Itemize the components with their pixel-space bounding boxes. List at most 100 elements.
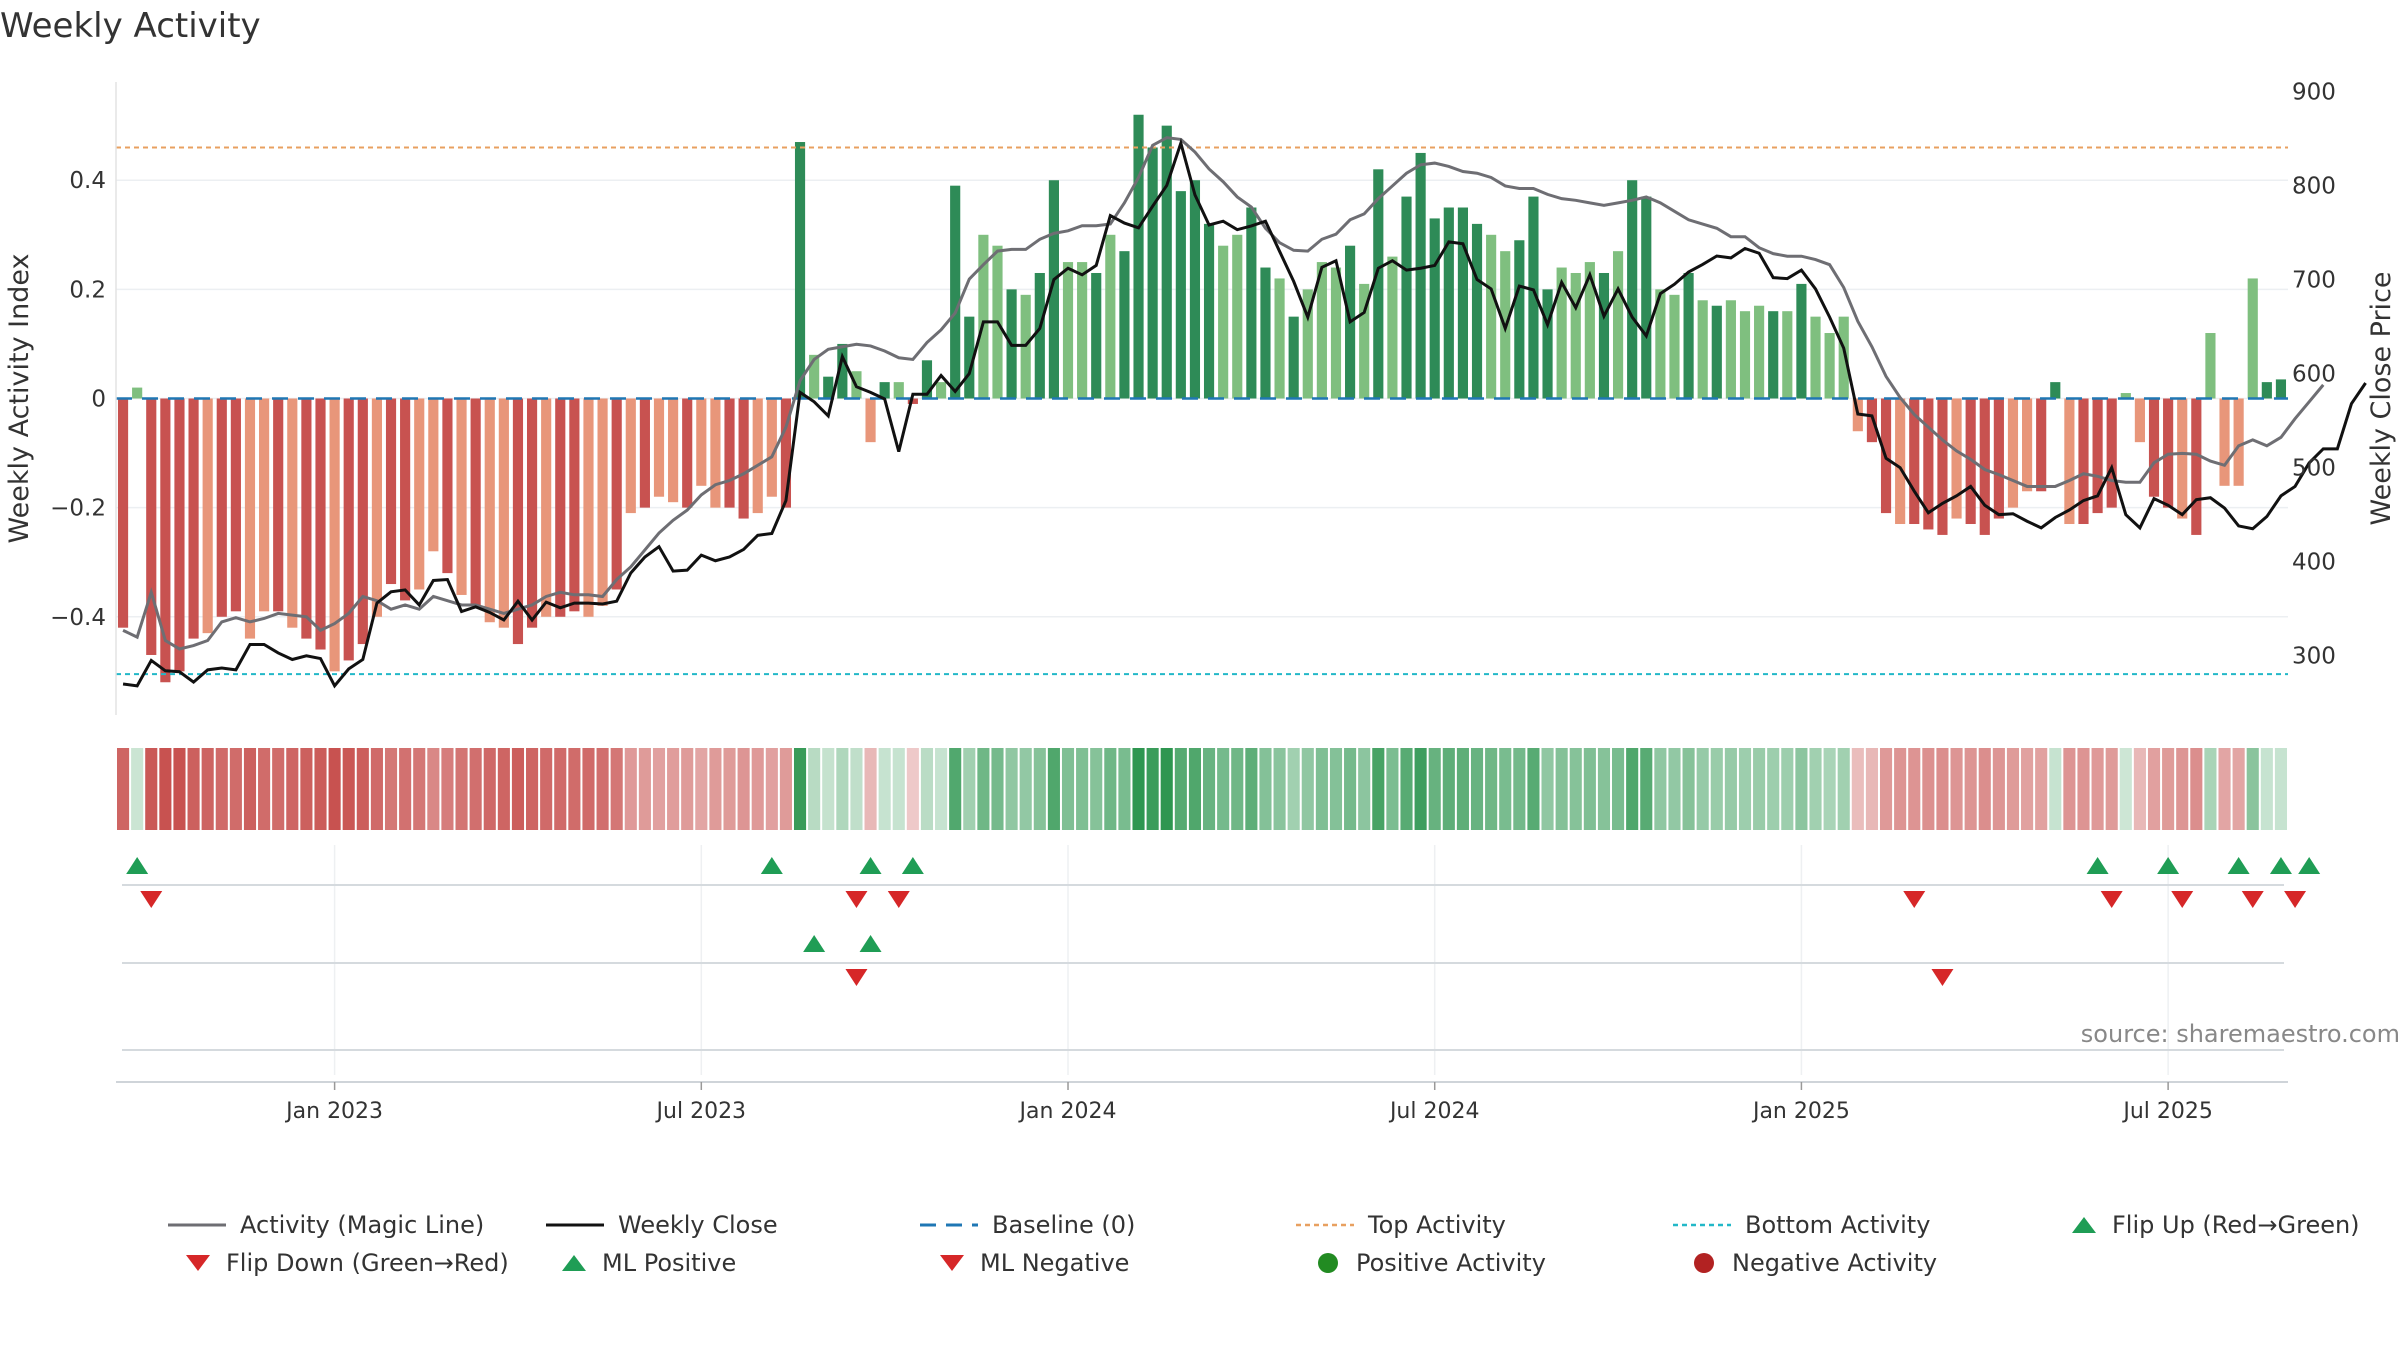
activity-bar <box>188 398 199 639</box>
heat-cell <box>384 748 398 830</box>
circle-icon <box>1694 1253 1714 1273</box>
activity-bar <box>1993 398 2004 519</box>
flip-down-marker <box>845 969 868 986</box>
heat-cell <box>455 748 468 830</box>
activity-bar <box>1486 234 1497 399</box>
y2-tick-label: 500 <box>2292 456 2336 482</box>
activity-bar <box>936 382 947 399</box>
activity-bar <box>2177 398 2188 519</box>
activity-bar <box>625 398 636 514</box>
activity-bar <box>442 398 453 574</box>
activity-bar <box>1514 240 1525 399</box>
activity-bar <box>1937 398 1948 535</box>
activity-bar <box>809 354 820 399</box>
activity-bar <box>301 398 312 639</box>
y-tick-label: 0.2 <box>69 277 106 303</box>
activity-bar <box>682 398 693 508</box>
activity-bar <box>879 382 890 399</box>
heat-cell <box>300 748 313 830</box>
heat-cell <box>441 748 454 830</box>
activity-bar <box>2233 398 2244 486</box>
legend-label: Baseline (0) <box>992 1211 1136 1239</box>
activity-bar <box>230 398 241 612</box>
heat-cell <box>526 748 539 830</box>
activity-bar <box>2022 398 2033 492</box>
heat-cell <box>2133 748 2146 830</box>
x-tick-label: Jan 2023 <box>284 1099 383 1124</box>
heat-cell <box>1372 748 1385 830</box>
activity-bar <box>1965 398 1976 525</box>
activity-bar <box>1302 289 1313 399</box>
heat-cell <box>2006 748 2020 830</box>
activity-bar <box>1471 223 1483 399</box>
heat-cell <box>1005 748 1018 830</box>
activity-bar <box>1232 234 1243 399</box>
activity-bar <box>1062 262 1074 399</box>
flip-up-marker <box>2298 857 2321 874</box>
activity-bar <box>597 398 608 606</box>
flip-down-marker <box>2241 891 2264 908</box>
activity-bar <box>1528 196 1539 399</box>
heat-cell <box>1555 748 1568 830</box>
heat-cell <box>610 748 623 830</box>
activity-bar <box>1175 191 1186 399</box>
heat-cell <box>2218 748 2231 830</box>
heat-cell <box>1541 748 1554 830</box>
activity-bar <box>117 398 129 628</box>
activity-bar <box>780 398 792 508</box>
heat-cell <box>1851 748 1864 830</box>
y-tick-label: 0 <box>91 387 106 413</box>
legend-label: Negative Activity <box>1732 1249 1938 1277</box>
heat-cell <box>836 748 849 830</box>
legend-label: ML Positive <box>602 1249 737 1277</box>
heat-cell <box>1273 748 1286 830</box>
activity-bar <box>2106 398 2117 508</box>
activity-bar <box>160 398 171 683</box>
activity-bar <box>639 398 650 508</box>
heat-cell <box>1809 748 1822 830</box>
heat-cell <box>1865 748 1878 830</box>
heat-cell <box>1033 748 1046 830</box>
activity-bar <box>1189 180 1201 399</box>
activity-bar <box>907 398 918 404</box>
activity-bar <box>837 343 848 399</box>
activity-bar <box>865 398 876 443</box>
heat-cell <box>765 748 778 830</box>
flip-down-marker <box>2171 891 2194 908</box>
heat-cell <box>1132 748 1145 830</box>
triangle-down-icon <box>940 1255 964 1271</box>
flip-down-marker <box>2284 891 2307 908</box>
heat-cell <box>1682 748 1695 830</box>
y2-tick-label: 600 <box>2292 362 2336 388</box>
activity-bar <box>329 398 340 672</box>
activity-bar <box>174 398 185 672</box>
flip-down-marker <box>1931 969 1954 986</box>
heat-cell <box>1485 748 1498 830</box>
heat-cell <box>1499 748 1512 830</box>
activity-bar <box>1655 289 1666 399</box>
legend-item-ml-negative: ML Negative <box>938 1243 1129 1283</box>
heat-cell <box>215 748 228 830</box>
series-lines <box>122 136 2367 689</box>
activity-bar <box>2205 333 2216 399</box>
heat-cell <box>483 748 496 830</box>
heat-cell <box>1019 748 1032 830</box>
heat-cell <box>1724 748 1737 830</box>
activity-bar <box>2120 393 2131 399</box>
activity-bar <box>1359 283 1370 399</box>
flip-up-marker <box>859 857 882 874</box>
heat-cell <box>1090 748 1103 830</box>
legend-item-ml-positive: ML Positive <box>560 1243 736 1283</box>
heat-cell <box>187 748 200 830</box>
activity-bar <box>978 234 989 399</box>
activity-bar <box>315 398 326 650</box>
activity-bar <box>964 316 975 399</box>
activity-bar <box>668 398 679 503</box>
heat-cell <box>1414 748 1427 830</box>
heat-cell <box>864 748 877 830</box>
heat-cell <box>638 748 651 830</box>
heat-cell <box>1231 748 1244 830</box>
activity-bar <box>1048 180 1059 399</box>
heat-cell <box>1978 748 1991 830</box>
heat-cell <box>1781 748 1794 830</box>
